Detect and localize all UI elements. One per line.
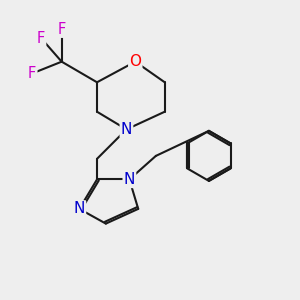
- Text: F: F: [37, 31, 45, 46]
- Text: O: O: [129, 54, 141, 69]
- Text: N: N: [121, 122, 132, 137]
- Text: N: N: [74, 201, 85, 216]
- Text: F: F: [28, 66, 36, 81]
- Text: N: N: [124, 172, 135, 187]
- Text: F: F: [58, 22, 66, 37]
